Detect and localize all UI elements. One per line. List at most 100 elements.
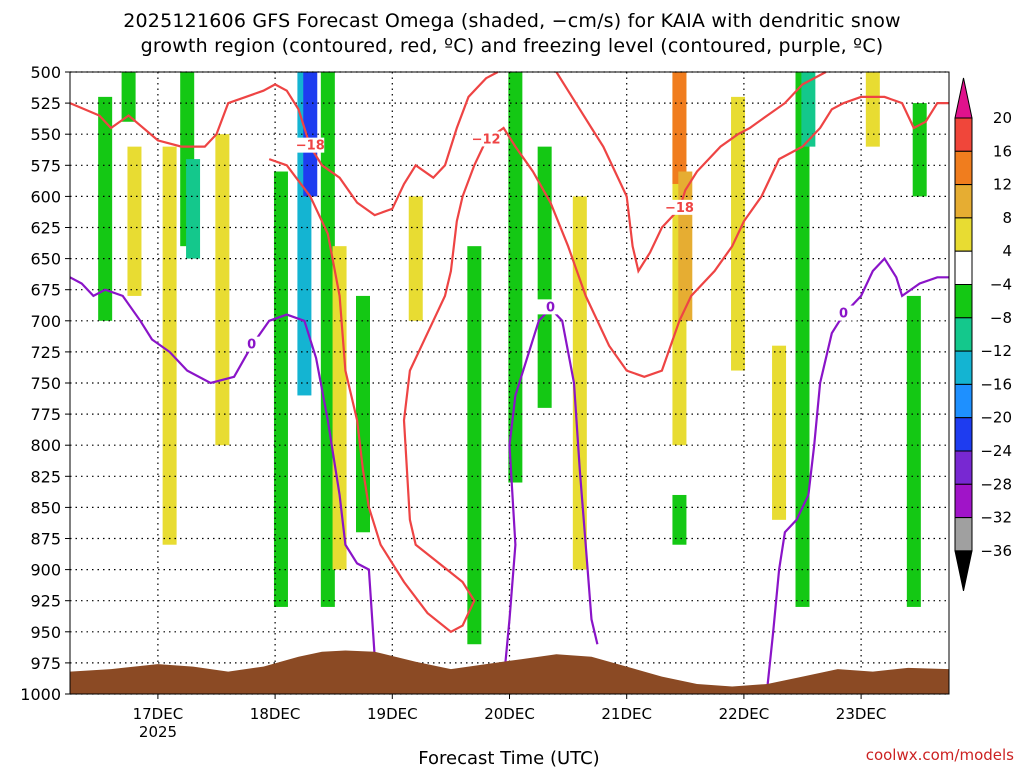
omega-region — [127, 146, 142, 296]
colorbar-label: 16 — [993, 142, 1012, 160]
colorbar-label: −24 — [980, 442, 1012, 460]
y-tick-label: 650 — [30, 250, 61, 269]
colorbar-segment — [954, 417, 973, 452]
colorbar-segment — [954, 383, 973, 419]
omega-region — [672, 494, 687, 545]
colorbar-segment — [954, 150, 973, 186]
y-tick-label: 800 — [30, 436, 61, 455]
x-axis: 17DEC 18DEC 19DEC 20DEC 21DEC 22DEC 23DEC — [133, 694, 887, 723]
y-axis: 500 525 550 575 600 625 650 675 700 725 750 775 800 8… — [20, 63, 70, 704]
y-tick-label: 900 — [30, 561, 61, 580]
contour-0c — [766, 256, 949, 688]
contour-label: −18 — [296, 139, 325, 154]
omega-region — [537, 146, 552, 408]
y-tick-label: 525 — [30, 94, 61, 113]
colorbar-label: −36 — [980, 542, 1012, 560]
contour-label-bg — [296, 137, 325, 153]
omega-region — [186, 159, 201, 259]
x-year-label: 2025 — [139, 723, 177, 741]
omega-region — [865, 72, 880, 147]
omega-region — [273, 171, 288, 607]
y-tick-label: 600 — [30, 187, 61, 206]
omega-region — [508, 72, 523, 483]
y-tick-label: 500 — [30, 63, 61, 82]
omega-region — [162, 146, 177, 545]
terrain — [70, 650, 949, 694]
y-tick-label: 550 — [30, 125, 61, 144]
colorbar-label: −32 — [980, 509, 1012, 527]
colorbar-segment — [954, 483, 973, 519]
x-tick-label: 19DEC — [367, 705, 418, 723]
contour-label: −18 — [665, 201, 694, 216]
colorbar-label: 4 — [1002, 242, 1012, 260]
colorbar-bottom-arrow — [954, 550, 973, 592]
colorbar-top-arrow — [954, 77, 973, 119]
contour-0b — [502, 306, 599, 682]
colorbar-label: −20 — [980, 409, 1012, 427]
y-tick-label: 950 — [30, 623, 61, 642]
x-tick-label: 21DEC — [601, 705, 652, 723]
y-tick-label: 625 — [30, 219, 61, 238]
colorbar-label: −4 — [990, 276, 1012, 294]
contour--18 — [69, 71, 499, 217]
omega-region — [121, 72, 136, 122]
omega-region — [912, 103, 927, 197]
colorbar-segment — [954, 317, 973, 352]
omega-region — [795, 72, 810, 607]
contour-label: 0 — [546, 300, 555, 315]
x-tick-label: 17DEC — [133, 705, 184, 723]
x-tick-label: 22DEC — [719, 705, 770, 723]
colorbar-label: 12 — [993, 176, 1012, 194]
plot-area: −18 −18 −12 0 0 0 — [69, 71, 950, 695]
colorbar-segment — [954, 517, 973, 552]
omega-region — [801, 72, 816, 147]
colorbar-label: −28 — [980, 475, 1012, 493]
colorbar-label: −8 — [990, 309, 1012, 327]
colorbar-segment — [954, 217, 973, 252]
colorbar-segment — [954, 117, 973, 152]
y-tick-label: 825 — [30, 467, 61, 486]
y-tick-label: 975 — [30, 654, 61, 673]
omega-region — [772, 345, 787, 520]
y-tick-label: 700 — [30, 312, 61, 331]
omega-region — [98, 96, 113, 321]
y-tick-label: 850 — [30, 498, 61, 517]
contour-0 — [69, 276, 376, 657]
y-tick-label: 725 — [30, 343, 61, 362]
colorbar-segment — [954, 250, 973, 285]
y-tick-label: 925 — [30, 592, 61, 611]
credit-text: coolwx.com/models — [866, 746, 1014, 764]
colorbar-segment — [954, 450, 973, 485]
contour-label-bg — [829, 305, 858, 321]
y-tick-label: 575 — [30, 156, 61, 175]
omega-region — [906, 295, 921, 607]
colorbar-segment — [954, 184, 973, 219]
colorbar-label: 8 — [1002, 209, 1012, 227]
contour-label-bg — [665, 199, 694, 215]
x-tick-label: 18DEC — [250, 705, 301, 723]
omega-region — [467, 246, 482, 645]
chart-title-line2: growth region (contoured, red, ºC) and f… — [141, 35, 884, 57]
y-tick-label: 875 — [30, 530, 61, 549]
colorbar: 20 16 12 8 4 −4 −8 −12 −16 −20 −24 −28 −32 −36 — [954, 77, 1012, 592]
contour-label-bg — [536, 299, 565, 315]
colorbar-segment — [954, 350, 973, 385]
y-tick-label: 750 — [30, 374, 61, 393]
colorbar-label: −12 — [980, 342, 1012, 360]
colorbar-label: 20 — [993, 109, 1012, 127]
chart-title-line1: 2025121606 GFS Forecast Omega (shaded, −… — [123, 10, 901, 32]
contour-label: 0 — [247, 338, 256, 353]
x-axis-label: Forecast Time (UTC) — [418, 748, 599, 768]
omega-region — [408, 196, 423, 321]
omega-region — [672, 72, 687, 184]
colorbar-label: −16 — [980, 375, 1012, 393]
contour-lines: −18 −18 −12 0 0 0 — [69, 71, 949, 688]
x-tick-label: 20DEC — [484, 705, 535, 723]
x-tick-label: 23DEC — [836, 705, 887, 723]
contour--18b — [555, 71, 827, 274]
contour-label-bg — [472, 131, 501, 147]
y-tick-label: 675 — [30, 281, 61, 300]
omega-region — [320, 72, 335, 607]
contour-label-bg — [237, 336, 266, 352]
